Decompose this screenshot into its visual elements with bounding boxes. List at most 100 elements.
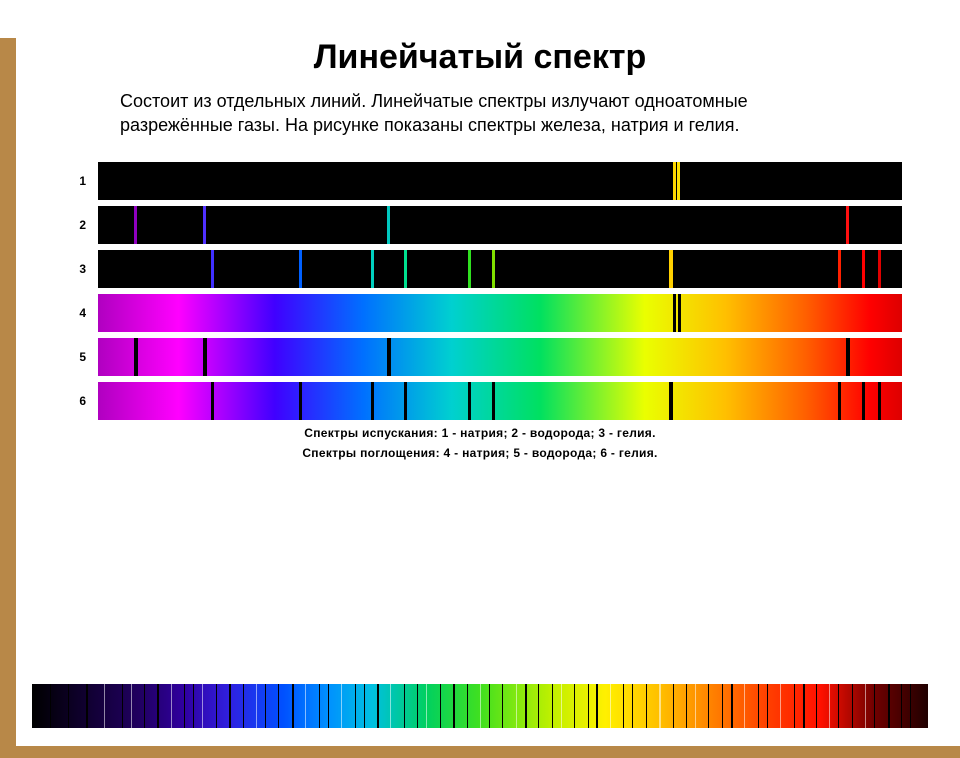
row-label: 6 <box>58 394 98 408</box>
spectrum-bar-absorption <box>98 382 902 420</box>
dense-spectral-line <box>171 684 172 728</box>
spectral-line <box>669 250 673 288</box>
dense-spectral-line <box>829 684 830 728</box>
dense-spectral-line <box>588 684 589 728</box>
dense-spectral-line <box>852 684 853 728</box>
spectral-line <box>211 250 214 288</box>
row-label: 3 <box>58 262 98 276</box>
spectrum-bar-absorption <box>98 338 902 376</box>
caption-emission: Спектры испускания: 1 - натрия; 2 - водо… <box>58 426 902 440</box>
dense-spectral-line <box>305 684 306 728</box>
spectral-line <box>862 250 865 288</box>
dense-spectral-line <box>243 684 244 728</box>
dense-spectral-line <box>874 684 875 728</box>
spectral-line <box>846 338 850 376</box>
spectral-line <box>673 294 676 332</box>
dense-spectral-line <box>561 684 562 728</box>
spectrum-bar-emission <box>98 162 902 200</box>
spectral-line <box>677 162 680 200</box>
spectral-line <box>678 294 681 332</box>
dense-spectral-line <box>758 684 759 728</box>
dense-spectral-line <box>292 684 294 728</box>
spectral-line <box>669 382 673 420</box>
dense-spectral-line <box>525 684 527 728</box>
dense-spectral-line <box>426 684 427 728</box>
dense-spectral-line <box>417 684 418 728</box>
description-text: Состоит из отдельных линий. Линейчатые с… <box>120 89 840 138</box>
spectral-line <box>404 250 407 288</box>
dense-spectral-line <box>838 684 839 728</box>
spectral-line <box>203 206 206 244</box>
dense-spectral-line <box>131 684 132 728</box>
spectrum-bar-absorption <box>98 294 902 332</box>
dense-spectral-line <box>319 684 320 728</box>
dense-spectral-line <box>686 684 687 728</box>
dense-spectral-line <box>901 684 902 728</box>
dense-spectral-line <box>865 684 866 728</box>
dense-spectral-line <box>216 684 217 728</box>
spectral-line <box>404 382 407 420</box>
spectral-line <box>371 250 374 288</box>
dense-spectral-line <box>377 684 379 728</box>
spectral-line <box>134 338 138 376</box>
dense-spectral-line <box>122 684 123 728</box>
dense-spectral-line <box>390 684 391 728</box>
dense-spectral-line <box>341 684 342 728</box>
spectral-line <box>371 382 374 420</box>
spectrum-row-1: 1 <box>58 162 902 200</box>
dense-spectral-line <box>695 684 696 728</box>
dense-spectral-line <box>184 684 185 728</box>
spectral-line <box>134 206 137 244</box>
spectral-line <box>878 250 881 288</box>
slide-border-bottom <box>0 746 960 758</box>
dense-spectral-line <box>816 684 817 728</box>
spectral-line <box>468 250 471 288</box>
spectral-line <box>492 382 495 420</box>
dense-spectral-line <box>328 684 329 728</box>
row-label: 4 <box>58 306 98 320</box>
row-label: 2 <box>58 218 98 232</box>
dense-spectral-line <box>623 684 624 728</box>
dense-spectral-line <box>489 684 490 728</box>
spectrum-bar-emission <box>98 206 902 244</box>
dense-spectral-line <box>722 684 723 728</box>
dense-spectral-line <box>610 684 611 728</box>
spectral-line <box>673 162 676 200</box>
dense-spectral-line <box>157 684 159 728</box>
dense-spectral-line <box>502 684 503 728</box>
dense-spectral-line <box>229 684 231 728</box>
spectrum-row-4: 4 <box>58 294 902 332</box>
dense-spectral-line <box>708 684 709 728</box>
dense-spectral-line <box>552 684 553 728</box>
spectral-line <box>211 382 214 420</box>
spectral-line <box>299 250 302 288</box>
dense-spectral-line <box>50 684 51 728</box>
spectral-line <box>878 382 881 420</box>
dense-spectral-line <box>516 684 517 728</box>
dense-spectral-line <box>744 684 745 728</box>
dense-spectral-line <box>104 684 105 728</box>
dense-spectral-line <box>767 684 768 728</box>
dense-spectral-line <box>731 684 733 728</box>
row-label: 1 <box>58 174 98 188</box>
dense-spectral-line <box>596 684 598 728</box>
dense-spectral-line <box>202 684 203 728</box>
dense-spectral-line <box>632 684 633 728</box>
spectra-chart: 1 2 3 4 5 6 Спектры испускания: 1 - натрия; 2 … <box>50 156 910 470</box>
dense-spectral-line <box>480 684 481 728</box>
dense-spectral-line <box>888 684 890 728</box>
spectral-line <box>387 338 391 376</box>
dense-spectral-line <box>659 684 661 728</box>
dense-spectral-line <box>453 684 455 728</box>
dense-spectral-line <box>646 684 647 728</box>
dense-spectral-line <box>673 684 674 728</box>
spectral-line <box>203 338 207 376</box>
page-title: Линейчатый спектр <box>0 38 960 77</box>
dense-spectral-line <box>440 684 441 728</box>
slide-border-left <box>0 38 16 758</box>
spectral-line <box>468 382 471 420</box>
spectrum-row-5: 5 <box>58 338 902 376</box>
spectral-line <box>492 250 495 288</box>
dense-spectral-line <box>193 684 194 728</box>
row-label: 5 <box>58 350 98 364</box>
